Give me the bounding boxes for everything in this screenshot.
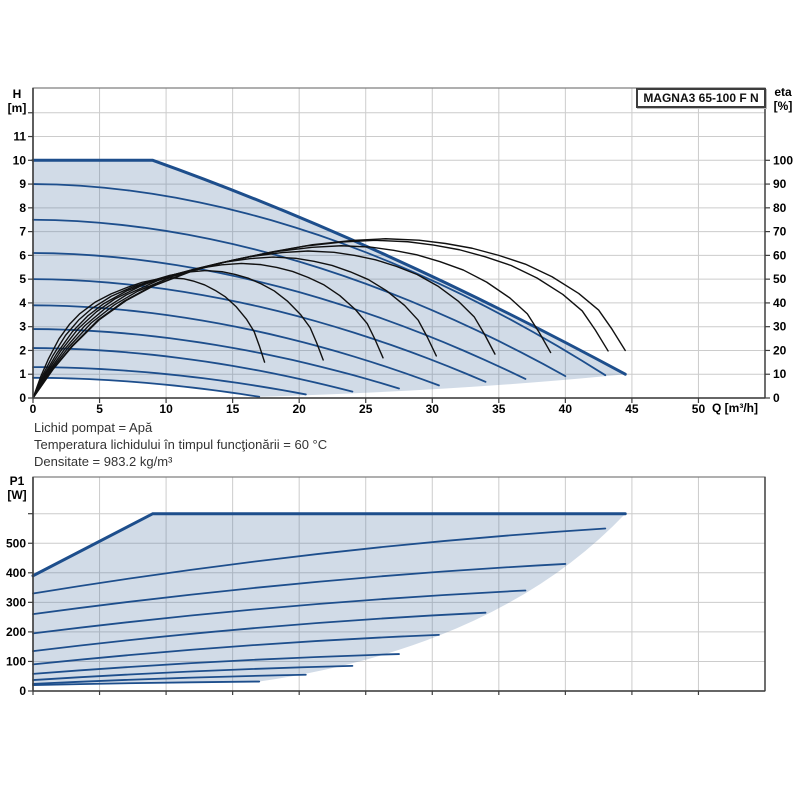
q-tick-label: 10 (159, 402, 173, 416)
q-tick-label: 0 (30, 402, 37, 416)
eta-axis-unit: [%] (766, 99, 800, 113)
q-tick-label: 25 (359, 402, 373, 416)
q-tick-label: 40 (559, 402, 573, 416)
power-region-fill (33, 514, 625, 685)
liquid-notes: Lichid pompat = Apă Temperatura lichidul… (34, 419, 327, 470)
charts-canvas: 0123456789101101020304050607080901000510… (0, 0, 800, 800)
h-axis-unit: [m] (0, 101, 34, 115)
eta-tick-label: 10 (773, 367, 787, 381)
h-tick-label: 0 (19, 391, 26, 405)
h-tick-label: 5 (19, 272, 26, 286)
q-tick-label: 20 (293, 402, 307, 416)
p1-tick-label: 100 (6, 654, 26, 668)
eta-tick-label: 20 (773, 343, 787, 357)
q-tick-label: 45 (625, 402, 639, 416)
h-tick-label: 6 (19, 248, 26, 262)
pump-performance-sheet: 0123456789101101020304050607080901000510… (0, 0, 800, 800)
note-pumped-liquid: Lichid pompat = Apă (34, 419, 327, 436)
eta-tick-label: 80 (773, 201, 787, 215)
q-tick-label: 30 (426, 402, 440, 416)
eta-axis-title: eta (766, 85, 800, 99)
eta-tick-label: 40 (773, 296, 787, 310)
q-tick-label: 15 (226, 402, 240, 416)
h-axis-title: H (0, 87, 34, 101)
h-tick-label: 11 (13, 130, 26, 144)
pump-model-label: MAGNA3 65-100 F N (643, 91, 758, 105)
note-liquid-temp: Temperatura lichidului în timpul funcţio… (34, 436, 327, 453)
eta-tick-label: 70 (773, 225, 787, 239)
pump-model-badge: MAGNA3 65-100 F N (636, 88, 766, 108)
p1-axis-unit: [W] (0, 488, 34, 502)
p1-tick-label: 400 (6, 566, 26, 580)
q-tick-label: 50 (692, 402, 706, 416)
eta-tick-label: 0 (773, 391, 780, 405)
h-tick-label: 9 (19, 177, 26, 191)
eta-tick-label: 100 (773, 153, 793, 167)
eta-tick-label: 50 (773, 272, 787, 286)
h-tick-label: 1 (19, 367, 26, 381)
h-tick-label: 8 (19, 201, 26, 215)
p1-axis-title: P1 (0, 474, 34, 488)
p1-tick-label: 300 (6, 595, 26, 609)
q-tick-label: 5 (96, 402, 103, 416)
h-tick-label: 10 (13, 153, 27, 167)
eta-tick-label: 60 (773, 248, 787, 262)
h-tick-label: 7 (19, 225, 26, 239)
eta-tick-label: 30 (773, 320, 787, 334)
note-density: Densitate = 983.2 kg/m³ (34, 453, 327, 470)
p1-tick-label: 500 (6, 536, 26, 550)
q-axis-unit: Q [m³/h] (712, 401, 758, 415)
h-tick-label: 4 (19, 296, 26, 310)
p1-tick-label: 0 (19, 684, 26, 698)
h-tick-label: 2 (19, 343, 26, 357)
q-tick-label: 35 (492, 402, 506, 416)
p1-tick-label: 200 (6, 625, 26, 639)
eta-tick-label: 90 (773, 177, 787, 191)
h-tick-label: 3 (19, 320, 26, 334)
